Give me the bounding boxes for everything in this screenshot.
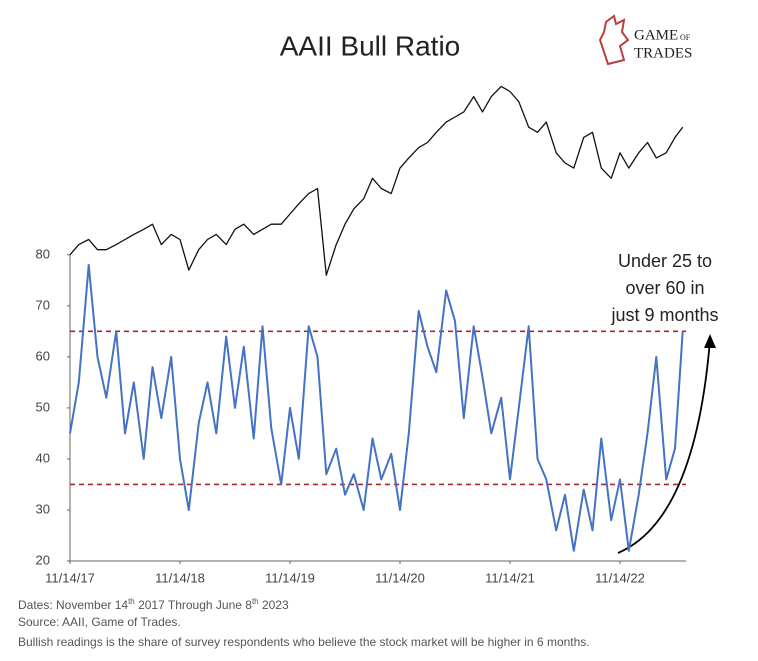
annotation: Under 25 to [618, 251, 712, 271]
arrow-head [704, 334, 716, 348]
note-part: 2017 Through June 8 [135, 598, 253, 612]
note: Bullish readings is the share of survey … [18, 635, 590, 649]
logo-icon [598, 14, 630, 66]
x-tick-label: 11/14/22 [595, 570, 645, 585]
logo: Game of Trades [598, 14, 692, 66]
arrow [617, 339, 711, 554]
y-tick-label: 40 [36, 450, 50, 465]
note: Source: AAII, Game of Trades. [18, 615, 181, 629]
y-tick-label: 70 [36, 297, 50, 312]
annotation: just 9 months [610, 305, 718, 325]
chart-title: AAII Bull Ratio [280, 30, 461, 61]
note-part: 2023 [259, 598, 289, 612]
data-line [69, 85, 684, 276]
y-tick-label: 80 [36, 246, 50, 261]
note-part: th [128, 597, 135, 606]
data-line [69, 264, 684, 552]
x-tick-label: 11/14/20 [375, 570, 425, 585]
y-tick-label: 20 [36, 552, 50, 567]
logo-text: Trades [634, 45, 692, 61]
x-tick-label: 11/14/18 [155, 570, 205, 585]
y-tick-label: 30 [36, 501, 50, 516]
x-tick-label: 11/14/21 [485, 570, 535, 585]
x-tick-label: 11/14/17 [45, 570, 95, 585]
logo-text: of [680, 33, 691, 42]
y-tick-label: 50 [36, 399, 50, 414]
note: Dates: November 14th 2017 Through June 8… [18, 597, 289, 612]
note-part: th [252, 597, 259, 606]
note-part: Dates: November 14 [18, 598, 128, 612]
x-tick-label: 11/14/19 [265, 570, 315, 585]
logo-text: Game [634, 27, 678, 43]
y-tick-label: 60 [36, 348, 50, 363]
annotation: over 60 in [625, 278, 704, 298]
